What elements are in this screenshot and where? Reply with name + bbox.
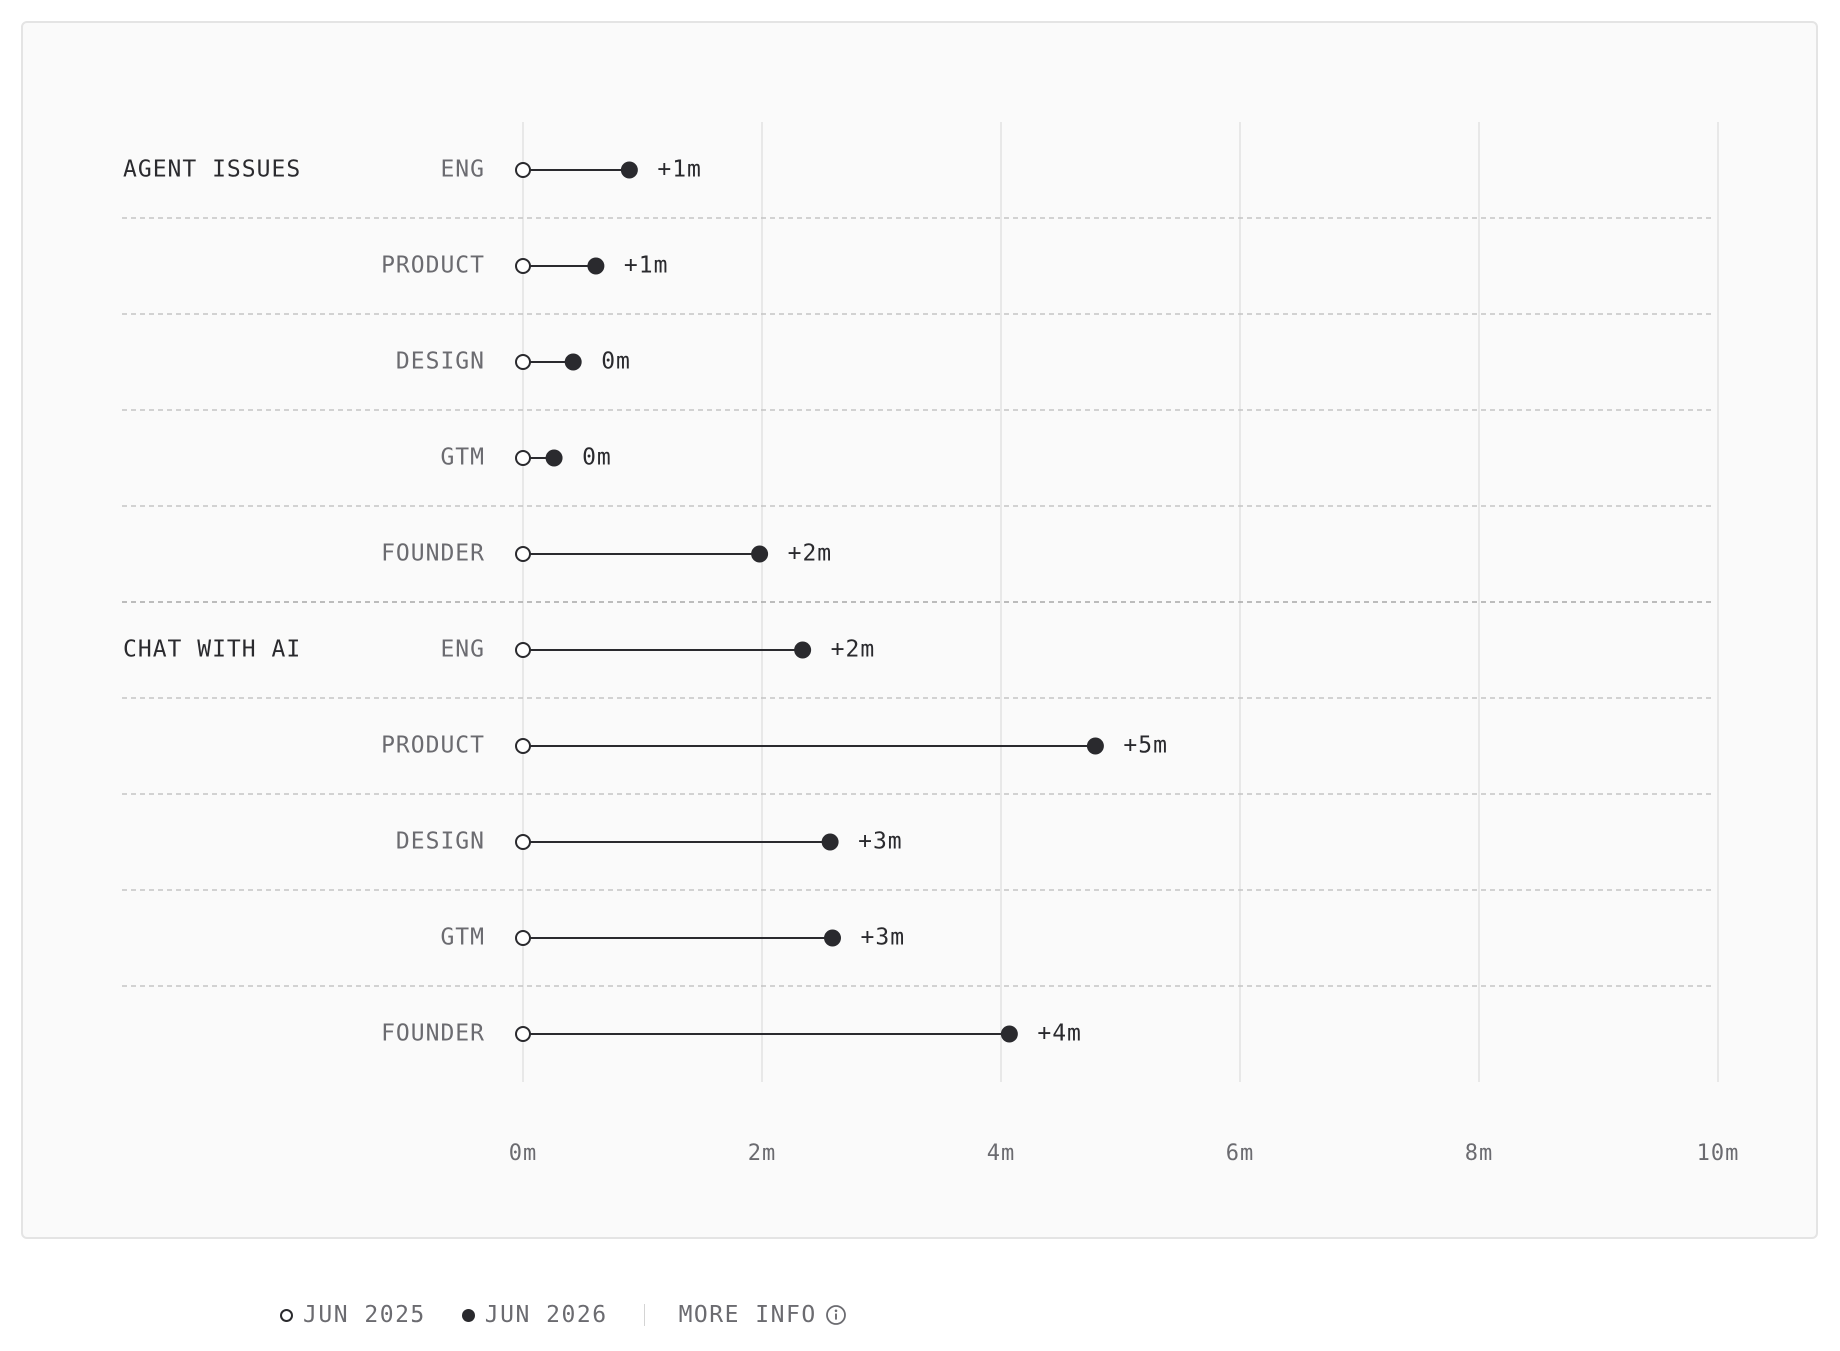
legend-item-jun-2025: JUN 2025 [280,1302,426,1328]
end-point-jun-2026 [545,449,563,467]
x-tick-label-6m: 6m [1226,1141,1255,1166]
legend-item-jun-2026: JUN 2026 [461,1302,608,1328]
end-point-jun-2026 [1086,737,1104,755]
category-label-product: PRODUCT [381,733,485,759]
category-label-gtm: GTM [440,445,485,471]
dumbbell-chart: AGENT ISSUES ENG +1m PRODUCT +1m DESIGN 0m GTM 0… [122,122,1740,1166]
category-label-product: PRODUCT [381,253,485,279]
legend-divider [643,1304,645,1326]
end-point-jun-2026 [821,833,839,851]
group-label-agent-issues: AGENT ISSUES [123,157,301,183]
legend: JUN 2025 JUN 2026 MORE INFO [280,1295,847,1335]
start-point-jun-2025 [515,738,531,754]
category-label-eng: ENG [440,637,485,663]
category-label-gtm: GTM [440,925,485,951]
category-label-design: DESIGN [396,349,485,375]
delta-label: +1m [624,253,669,279]
x-tick-label-10m: 10m [1697,1141,1740,1166]
start-point-jun-2025 [515,450,531,466]
category-label-founder: FOUNDER [381,541,485,567]
delta-label: +3m [861,925,906,951]
category-label-eng: ENG [440,157,485,183]
legend-label-jun-2026: JUN 2026 [484,1302,608,1328]
end-point-jun-2026 [620,161,638,179]
end-point-jun-2026 [1000,1025,1018,1043]
x-tick-label-2m: 2m [748,1141,777,1166]
delta-label: +5m [1123,733,1168,759]
start-point-jun-2025 [515,834,531,850]
end-point-jun-2026 [794,641,812,659]
start-point-jun-2025 [515,642,531,658]
chart-card [21,21,1818,1239]
start-point-jun-2025 [515,258,531,274]
delta-label: +2m [831,637,876,663]
category-label-design: DESIGN [396,829,485,855]
more-info-button[interactable]: MORE INFO [679,1302,847,1328]
start-point-jun-2025 [515,546,531,562]
more-info-label: MORE INFO [678,1302,817,1328]
legend-label-jun-2025: JUN 2025 [303,1302,426,1328]
x-tick-label-0m: 0m [509,1141,538,1166]
category-label-founder: FOUNDER [381,1021,485,1047]
delta-label: 0m [601,349,631,375]
delta-label: +3m [858,829,903,855]
x-tick-label-8m: 8m [1465,1141,1494,1166]
start-point-jun-2025 [515,354,531,370]
start-point-jun-2025 [515,1026,531,1042]
end-point-jun-2026 [751,545,769,563]
start-point-jun-2025 [515,930,531,946]
end-point-jun-2026 [824,929,842,947]
delta-label: 0m [582,445,612,471]
delta-label: +1m [657,157,702,183]
end-point-jun-2026 [587,257,605,275]
info-icon[interactable] [825,1304,847,1326]
open-circle-icon [280,1308,293,1322]
delta-label: +2m [788,541,833,567]
x-tick-label-4m: 4m [987,1141,1016,1166]
group-label-chat-with-ai: CHAT WITH AI [123,637,301,663]
delta-label: +4m [1037,1021,1082,1047]
end-point-jun-2026 [564,353,582,371]
start-point-jun-2025 [515,162,531,178]
filled-circle-icon [461,1308,475,1322]
